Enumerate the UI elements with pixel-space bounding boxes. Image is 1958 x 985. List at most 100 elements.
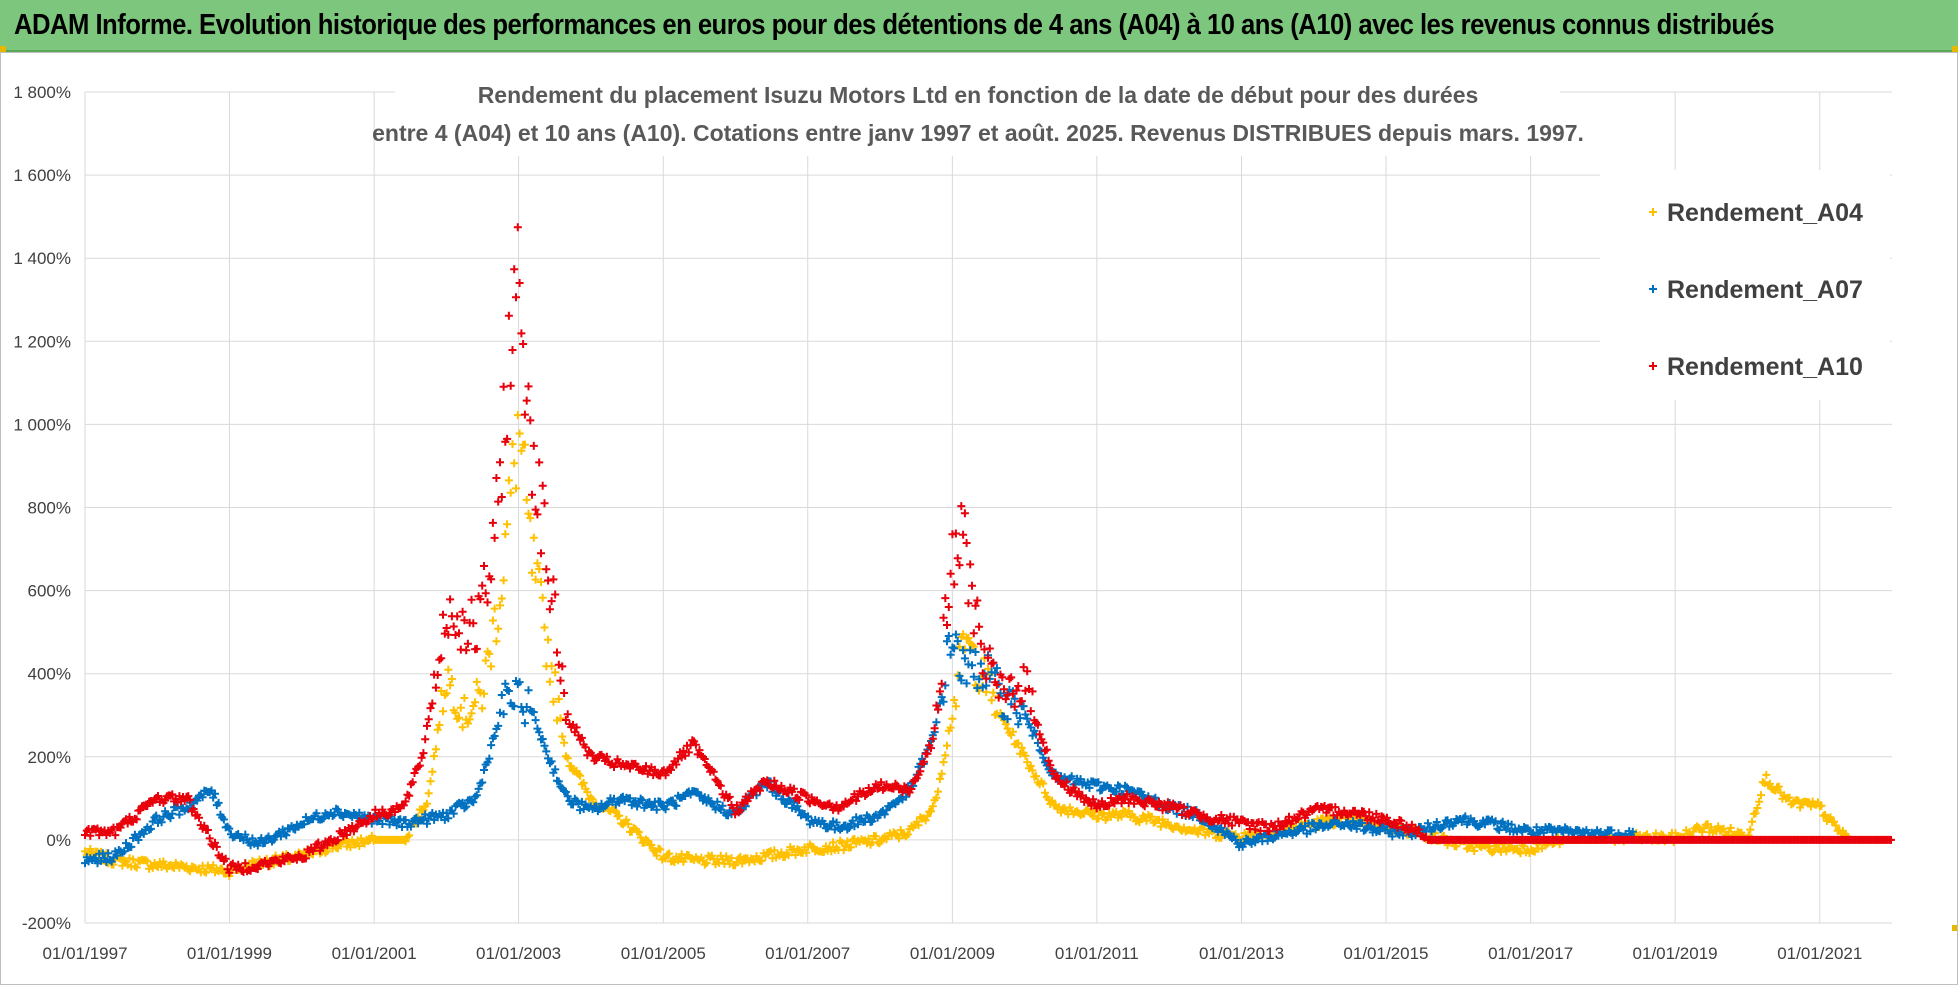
data-point bbox=[444, 814, 453, 823]
data-point bbox=[554, 695, 563, 704]
data-point bbox=[1014, 682, 1023, 690]
data-point bbox=[504, 311, 513, 320]
data-point bbox=[713, 797, 722, 806]
data-point bbox=[437, 654, 446, 663]
data-point bbox=[480, 689, 488, 698]
data-point bbox=[485, 754, 494, 763]
data-point bbox=[1028, 766, 1037, 775]
data-point bbox=[579, 778, 588, 787]
data-point bbox=[446, 681, 455, 690]
data-point bbox=[504, 687, 513, 695]
data-point bbox=[1012, 686, 1021, 695]
data-point bbox=[517, 446, 526, 455]
data-point bbox=[1343, 818, 1352, 827]
data-point bbox=[104, 849, 113, 858]
data-point bbox=[537, 549, 545, 558]
data-point bbox=[439, 610, 447, 619]
data-point bbox=[503, 520, 512, 529]
data-point bbox=[1751, 809, 1760, 818]
data-point bbox=[950, 696, 959, 704]
data-point bbox=[820, 819, 829, 828]
data-point bbox=[478, 778, 487, 787]
data-point bbox=[549, 697, 558, 706]
data-point bbox=[515, 678, 524, 687]
data-point bbox=[665, 849, 674, 858]
legend-background bbox=[1600, 170, 1890, 400]
data-point bbox=[1001, 695, 1010, 704]
data-point bbox=[405, 831, 414, 840]
data-point bbox=[483, 598, 492, 607]
data-point bbox=[497, 594, 506, 603]
data-point bbox=[966, 560, 975, 569]
data-point bbox=[959, 630, 968, 639]
data-point bbox=[763, 776, 772, 785]
data-point bbox=[919, 757, 928, 766]
data-point bbox=[478, 581, 487, 590]
data-point bbox=[722, 852, 731, 861]
data-point bbox=[490, 533, 499, 542]
data-point bbox=[939, 697, 948, 706]
data-point bbox=[1358, 819, 1366, 827]
data-point bbox=[1019, 702, 1028, 711]
data-point bbox=[921, 816, 930, 825]
data-point bbox=[1003, 724, 1012, 733]
data-point bbox=[1507, 820, 1516, 829]
data-point bbox=[496, 458, 504, 467]
data-point bbox=[955, 671, 964, 680]
data-point bbox=[656, 845, 665, 854]
data-point bbox=[975, 622, 984, 631]
data-point bbox=[962, 679, 971, 688]
data-point bbox=[563, 754, 572, 763]
data-point bbox=[488, 518, 497, 527]
x-tick-label: 01/01/2003 bbox=[476, 944, 561, 963]
data-point bbox=[462, 802, 471, 811]
x-tick-label: 01/01/2021 bbox=[1777, 944, 1862, 963]
data-point bbox=[519, 340, 528, 348]
data-point bbox=[937, 679, 946, 688]
data-point bbox=[1067, 772, 1076, 781]
data-point bbox=[951, 630, 960, 639]
data-point bbox=[1062, 777, 1071, 786]
data-point bbox=[930, 724, 939, 733]
data-point bbox=[1375, 827, 1384, 836]
data-point bbox=[449, 622, 458, 631]
data-point bbox=[497, 691, 506, 699]
data-point bbox=[868, 817, 877, 826]
data-point bbox=[542, 565, 551, 574]
data-point bbox=[392, 821, 401, 830]
data-point bbox=[966, 646, 975, 655]
data-point bbox=[538, 593, 547, 602]
data-point bbox=[385, 810, 394, 819]
data-point bbox=[129, 855, 138, 864]
data-point bbox=[1470, 847, 1479, 855]
data-point bbox=[613, 755, 622, 764]
data-point bbox=[423, 799, 431, 808]
data-point bbox=[626, 764, 634, 773]
data-point bbox=[1117, 812, 1126, 821]
data-point bbox=[1094, 778, 1103, 787]
data-point bbox=[467, 595, 476, 604]
data-point bbox=[1019, 663, 1028, 672]
data-point bbox=[984, 653, 992, 662]
data-point bbox=[499, 710, 508, 719]
data-point bbox=[512, 293, 520, 302]
data-point bbox=[583, 788, 592, 797]
data-point bbox=[408, 778, 417, 787]
data-points bbox=[81, 223, 1895, 880]
data-point bbox=[540, 623, 549, 632]
data-point bbox=[463, 639, 472, 648]
data-point bbox=[558, 732, 567, 741]
data-point bbox=[1757, 791, 1765, 800]
data-point bbox=[716, 781, 725, 790]
data-point bbox=[487, 575, 496, 584]
x-tick-label: 01/01/2005 bbox=[621, 944, 706, 963]
data-point bbox=[914, 821, 923, 830]
data-point bbox=[946, 723, 955, 732]
data-point bbox=[522, 495, 531, 504]
data-point bbox=[944, 603, 953, 611]
data-point bbox=[668, 796, 677, 805]
data-point bbox=[455, 713, 463, 722]
data-point bbox=[474, 784, 483, 793]
data-point bbox=[1427, 827, 1436, 836]
data-point bbox=[472, 791, 481, 800]
